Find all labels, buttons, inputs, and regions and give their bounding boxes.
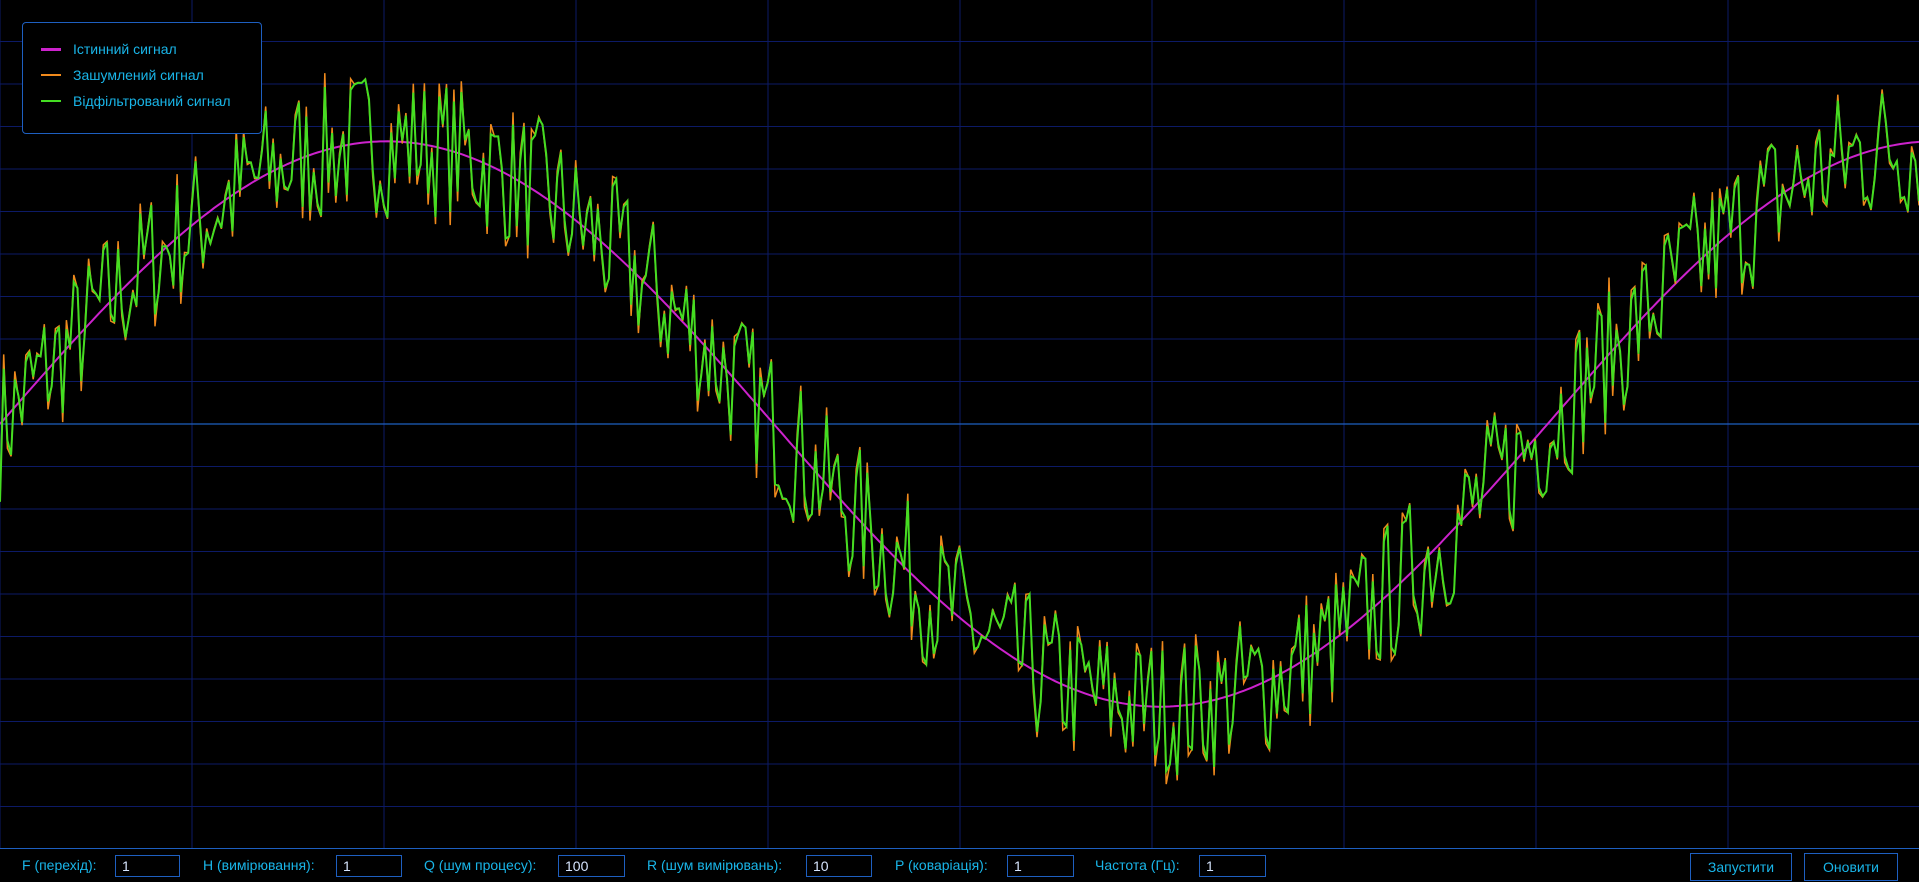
legend-swatch — [41, 100, 61, 102]
legend-label: Зашумлений сигнал — [73, 67, 204, 83]
h-measurement-input[interactable] — [336, 855, 402, 877]
chart-legend: Істинний сигнал Зашумлений сигнал Відфіл… — [22, 22, 262, 134]
frequency-input[interactable] — [1199, 855, 1266, 877]
f-transition-label: F (перехід): — [22, 857, 97, 873]
chart-grid — [0, 0, 1919, 848]
series-line-filtered-signal — [0, 77, 1919, 776]
p-covariance-input[interactable] — [1007, 855, 1074, 877]
p-covariance-label: P (коваріація): — [895, 857, 988, 873]
legend-label: Відфільтрований сигнал — [73, 93, 231, 109]
legend-item-noisy-signal: Зашумлений сигнал — [41, 67, 204, 83]
f-transition-input[interactable] — [115, 855, 180, 877]
legend-label: Істинний сигнал — [73, 41, 177, 57]
legend-item-true-signal: Істинний сигнал — [41, 41, 177, 57]
h-measurement-label: H (вимірювання): — [203, 857, 315, 873]
legend-swatch — [41, 74, 61, 76]
r-measurement-noise-input[interactable] — [806, 855, 872, 877]
signal-chart — [0, 0, 1919, 848]
q-process-noise-input[interactable] — [558, 855, 625, 877]
frequency-label: Частота (Гц): — [1095, 857, 1180, 873]
series-line-true-signal — [0, 140, 1919, 708]
r-measurement-noise-label: R (шум вимірювань): — [647, 857, 783, 873]
refresh-button[interactable]: Оновити — [1804, 853, 1898, 881]
legend-item-filtered-signal: Відфільтрований сигнал — [41, 93, 231, 109]
control-panel: F (перехід): H (вимірювання): Q (шум про… — [0, 848, 1919, 882]
q-process-noise-label: Q (шум процесу): — [424, 857, 537, 873]
start-button[interactable]: Запустити — [1690, 853, 1792, 881]
legend-swatch — [41, 47, 61, 51]
